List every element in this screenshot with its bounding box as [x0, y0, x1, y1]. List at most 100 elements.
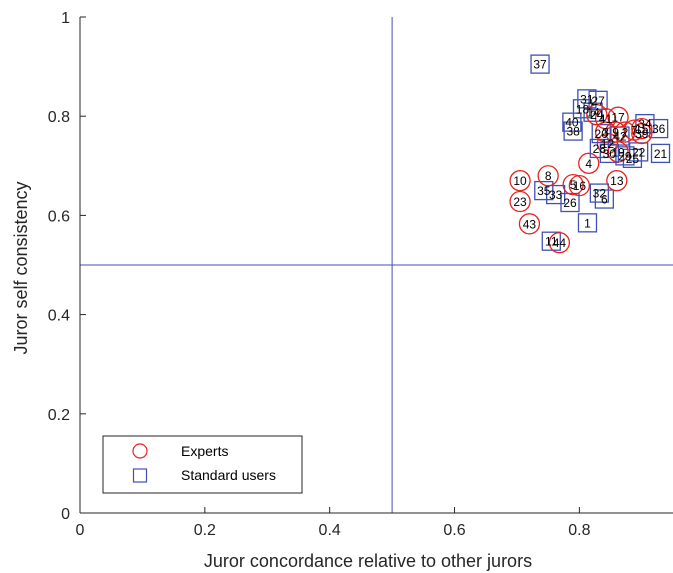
point-label: 22 — [632, 145, 646, 159]
expert-point-marker — [509, 170, 531, 192]
point-label: 17 — [611, 111, 625, 125]
y-axis-title: Juror self consistency — [11, 181, 31, 354]
point-label: 38 — [566, 125, 580, 139]
standard-user-point-marker — [530, 54, 550, 74]
x-tick-label: 0.8 — [568, 522, 590, 539]
expert-point-marker — [607, 141, 629, 163]
standard-user-point-marker — [589, 183, 609, 203]
point-label: 41 — [599, 112, 613, 126]
point-label: 1 — [584, 216, 591, 230]
point-label: 32 — [593, 187, 607, 201]
legend: Experts Standard users — [102, 435, 303, 494]
y-tick-label: 0.8 — [48, 109, 70, 126]
point-label: 34 — [638, 117, 652, 131]
y-tick-label: 1 — [61, 10, 70, 27]
point-label: 11 — [545, 235, 558, 249]
expert-point-marker — [631, 122, 653, 145]
point-label: 10 — [513, 174, 527, 188]
point-label: 43 — [523, 217, 537, 231]
expert-point-marker — [562, 173, 584, 196]
standard-user-point-marker — [572, 99, 593, 119]
standard-user-point-marker — [650, 143, 671, 164]
point-label: 9 — [612, 126, 619, 140]
point-label: 24 — [590, 108, 604, 122]
point-label: 16 — [573, 179, 587, 193]
point-label: 6 — [601, 193, 608, 207]
expert-point-marker — [614, 121, 636, 143]
point-label: 33 — [549, 188, 563, 202]
expert-point-marker — [509, 190, 531, 213]
axes — [79, 17, 673, 514]
y-ticks: 0 0.2 0.4 0.6 0.8 1 — [48, 10, 86, 523]
point-label: 40 — [565, 116, 579, 130]
point-label: 21 — [654, 147, 668, 161]
standard-user-point-marker — [577, 89, 597, 109]
standard-user-point-marker — [594, 189, 614, 209]
point-label: 19 — [611, 145, 625, 159]
point-label: 2 — [622, 126, 629, 140]
expert-point-marker — [548, 232, 571, 254]
point-label: 36 — [652, 122, 666, 136]
x-tick-label: 0.6 — [443, 522, 465, 539]
point-label: 35 — [537, 184, 551, 198]
standard-user-point-marker — [648, 118, 669, 139]
y-tick-label: 0.2 — [48, 407, 70, 424]
point-label: 4 — [585, 157, 592, 171]
legend-standard-marker — [132, 468, 148, 483]
point-label: 27 — [591, 94, 605, 108]
point-label: 31 — [580, 92, 594, 106]
point-label: 12 — [601, 137, 615, 151]
y-tick-label: 0 — [61, 506, 70, 523]
expert-point-marker — [537, 165, 559, 187]
expert-point-marker — [568, 174, 591, 197]
expert-point-marker — [607, 106, 629, 128]
point-label: 18 — [576, 102, 590, 116]
standard-user-point-marker — [577, 213, 598, 233]
y-tick-label: 0.4 — [48, 308, 70, 325]
expert-point-marker — [586, 104, 608, 126]
standard-user-point-marker — [545, 184, 566, 205]
point-label: 3 — [602, 126, 609, 140]
point-label: 37 — [533, 58, 547, 72]
point-label: 5 — [570, 178, 577, 192]
standard-user-point-marker — [583, 102, 603, 122]
y-tick-label: 0.6 — [48, 208, 70, 225]
expert-point-marker — [578, 152, 600, 174]
legend-experts-label: Experts — [181, 443, 228, 459]
standard-user-point-marker — [534, 180, 554, 201]
standard-user-point-marker — [622, 148, 643, 169]
point-label: 13 — [610, 174, 624, 188]
point-label: 26 — [563, 196, 577, 210]
x-tick-label: 0.2 — [194, 522, 216, 539]
standard-user-point-marker — [541, 231, 561, 251]
standard-user-point-marker — [635, 113, 655, 134]
point-label: 30 — [603, 147, 617, 161]
point-label: 28 — [593, 142, 607, 156]
point-label: 29 — [618, 149, 632, 163]
point-label: 15 — [635, 122, 649, 136]
expert-point-marker — [518, 213, 541, 235]
legend-experts-marker — [132, 443, 148, 459]
x-axis-title: Juror concordance relative to other juro… — [204, 551, 532, 571]
point-label: 23 — [513, 195, 527, 209]
point-label: 8 — [545, 169, 552, 183]
standard-user-point-marker — [563, 121, 583, 141]
point-label: 20 — [595, 127, 609, 141]
x-tick-label: 0.4 — [319, 522, 341, 539]
expert-point-marker — [596, 132, 619, 155]
point-label: 7 — [631, 124, 638, 138]
point-label: 44 — [553, 236, 567, 250]
point-label: 39 — [635, 127, 649, 141]
standard-user-point-marker — [599, 143, 619, 164]
x-ticks: 0 0.2 0.4 0.6 0.8 — [76, 507, 591, 539]
legend-standard-label: Standard users — [181, 467, 276, 483]
standard-user-point-marker — [615, 146, 635, 166]
x-tick-label: 0 — [76, 522, 85, 539]
expert-point-marker — [606, 170, 628, 192]
point-label: 14 — [586, 106, 600, 120]
point-label: 25 — [626, 152, 640, 166]
point-label: 42 — [613, 130, 627, 144]
